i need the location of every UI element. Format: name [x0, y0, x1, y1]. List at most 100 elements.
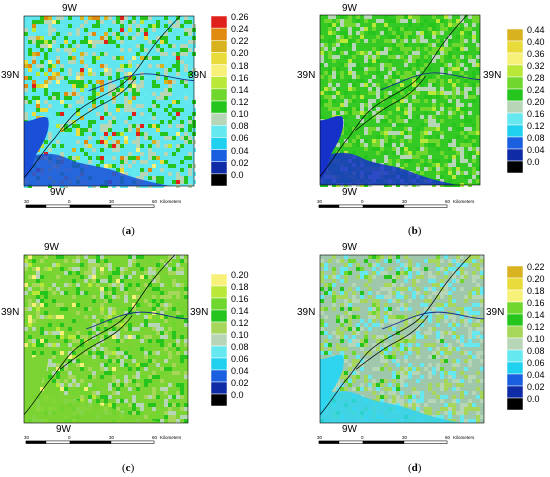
raster-cell [412, 19, 416, 23]
raster-cell [320, 59, 324, 63]
raster-cell [376, 87, 380, 91]
raster-cell [436, 43, 440, 47]
raster-cell [356, 315, 360, 319]
raster-cell [104, 88, 108, 92]
raster-cell [92, 299, 96, 303]
raster-cell [148, 335, 152, 339]
raster-cell [180, 32, 184, 36]
raster-cell [424, 299, 428, 303]
raster-cell [464, 307, 468, 311]
raster-cell [176, 315, 180, 319]
raster-cell [112, 287, 116, 291]
legend-swatch [506, 88, 524, 102]
raster-cell [464, 263, 468, 267]
legend-tick-label: 0.12 [231, 97, 249, 107]
raster-cell [88, 120, 92, 124]
raster-cell [176, 36, 180, 40]
raster-cell [52, 96, 56, 100]
raster-cell [132, 295, 136, 299]
raster-cell [128, 84, 132, 88]
raster-cell [36, 275, 40, 279]
raster-cell [384, 351, 388, 355]
scale-bar-segment [318, 440, 340, 444]
raster-cell [48, 68, 52, 72]
raster-cell [376, 55, 380, 59]
raster-cell [424, 39, 428, 43]
raster-cell [416, 315, 420, 319]
raster-cell [416, 379, 420, 383]
raster-cell [120, 287, 124, 291]
raster-cell [28, 267, 32, 271]
raster-cell [56, 383, 60, 387]
raster-cell [144, 275, 148, 279]
raster-cell [24, 343, 28, 347]
raster-cell [32, 32, 36, 36]
raster-cell [476, 343, 480, 347]
raster-cell [392, 275, 396, 279]
raster-cell [48, 32, 52, 36]
raster-cell [120, 112, 124, 116]
raster-cell [404, 47, 408, 51]
raster-cell [472, 139, 476, 143]
raster-cell [376, 83, 380, 87]
raster-cell [420, 143, 424, 147]
raster-cell [140, 84, 144, 88]
raster-cell [440, 51, 444, 55]
raster-cell [388, 39, 392, 43]
raster-cell [172, 419, 176, 423]
legend-tick-label: 0.0 [527, 157, 540, 167]
scale-bar-unit: Kilometers [160, 435, 182, 440]
raster-cell [68, 92, 72, 96]
raster-cell [348, 51, 352, 55]
raster-cell [172, 323, 176, 327]
raster-cell [172, 391, 176, 395]
raster-cell [28, 68, 32, 72]
raster-cell [360, 83, 364, 87]
raster-cell [120, 48, 124, 52]
raster-cell [156, 319, 160, 323]
raster-cell [368, 255, 372, 259]
raster-cell [44, 267, 48, 271]
raster-cell [372, 307, 376, 311]
raster-cell [428, 295, 432, 299]
raster-cell [72, 60, 76, 64]
raster-cell [136, 68, 140, 72]
raster-cell [24, 291, 28, 295]
raster-cell [404, 51, 408, 55]
raster-cell [392, 147, 396, 151]
raster-cell [184, 371, 188, 375]
raster-cell [412, 371, 416, 375]
raster-cell [360, 319, 364, 323]
raster-cell [448, 127, 452, 131]
raster-cell [456, 63, 460, 67]
raster-cell [464, 391, 468, 395]
raster-cell [436, 311, 440, 315]
raster-cell [380, 319, 384, 323]
raster-cell [452, 95, 456, 99]
raster-cell [460, 419, 464, 423]
raster-cell [392, 319, 396, 323]
raster-cell [120, 60, 124, 64]
raster-cell [440, 111, 444, 115]
raster-cell [72, 355, 76, 359]
raster-cell [396, 55, 400, 59]
raster-cell [64, 128, 68, 132]
raster-cell [440, 67, 444, 71]
raster-cell [356, 15, 360, 19]
raster-cell [352, 151, 356, 155]
raster-cell [360, 79, 364, 83]
raster-cell [444, 67, 448, 71]
raster-cell [372, 91, 376, 95]
raster-cell [176, 52, 180, 56]
raster-cell [424, 151, 428, 155]
raster-cell [100, 56, 104, 60]
raster-cell [320, 327, 324, 331]
raster-cell [40, 327, 44, 331]
raster-cell [476, 323, 480, 327]
raster-cell [332, 111, 336, 115]
raster-cell [164, 415, 168, 419]
raster-cell [352, 111, 356, 115]
raster-cell [336, 143, 340, 147]
raster-cell [160, 419, 164, 423]
raster-cell [340, 303, 344, 307]
